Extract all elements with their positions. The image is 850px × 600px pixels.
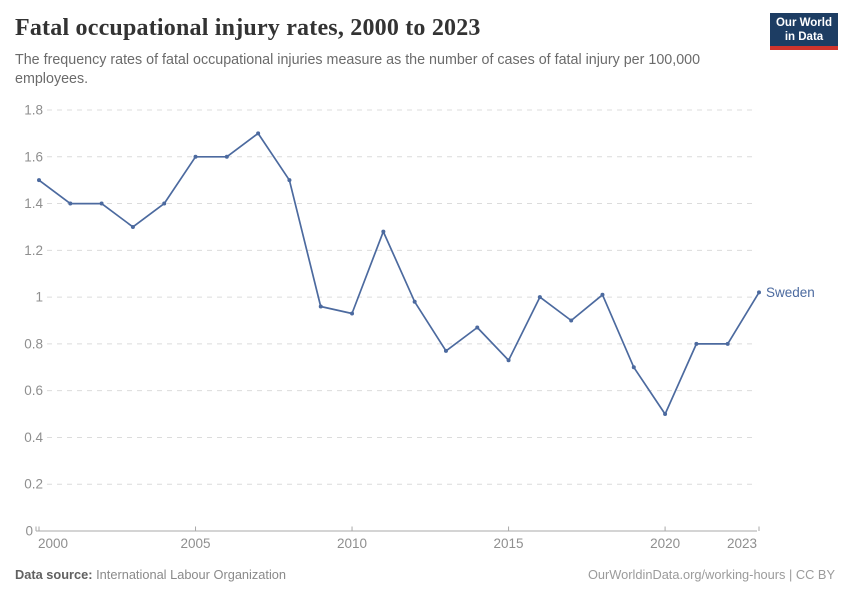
data-point[interactable] [287, 178, 292, 183]
y-axis-label: 1.8 [24, 103, 43, 118]
data-point[interactable] [631, 365, 636, 370]
owid-logo-line2: in Data [784, 31, 824, 43]
data-point[interactable] [193, 154, 198, 159]
x-axis-label: 2023 [727, 536, 757, 551]
data-point[interactable] [694, 341, 699, 346]
x-axis-label: 2020 [650, 536, 680, 551]
owid-logo-line1: Our World [775, 17, 832, 29]
chart-header: Fatal occupational injury rates, 2000 to… [15, 14, 755, 89]
data-point[interactable] [130, 224, 135, 229]
data-point[interactable] [537, 295, 542, 300]
data-source-value: International Labour Organization [96, 567, 287, 582]
y-axis-label: 1 [35, 290, 43, 305]
data-point[interactable] [318, 304, 323, 309]
series-line-sweden[interactable] [38, 132, 760, 415]
chart-title: Fatal occupational injury rates, 2000 to… [15, 15, 481, 41]
y-axis-label: 1.4 [24, 196, 43, 211]
data-point[interactable] [224, 154, 229, 159]
data-point[interactable] [99, 201, 104, 206]
chart-footer: Data source: International Labour Organi… [15, 567, 835, 583]
y-axis-label: 0.4 [24, 430, 43, 445]
data-point[interactable] [37, 178, 41, 183]
data-source-label: Data source: [15, 567, 93, 582]
data-point[interactable] [443, 348, 448, 353]
data-point[interactable] [412, 299, 417, 304]
x-axis-label: 2000 [38, 536, 68, 551]
x-axis-label: 2015 [494, 536, 524, 551]
data-point[interactable] [600, 292, 605, 297]
y-axis-label: 0.2 [24, 477, 43, 492]
y-axis-label: 0 [25, 524, 33, 539]
attribution-link[interactable]: OurWorldinData.org/working-hours | CC BY [587, 567, 835, 582]
x-axis-label: 2005 [180, 536, 210, 551]
data-point[interactable] [475, 325, 480, 330]
data-point[interactable] [350, 311, 355, 316]
entity-label[interactable]: Sweden [766, 285, 815, 300]
data-point[interactable] [725, 341, 730, 346]
data-point[interactable] [162, 201, 167, 206]
data-point[interactable] [381, 229, 386, 234]
data-point[interactable] [256, 131, 261, 136]
data-point[interactable] [68, 201, 73, 206]
owid-logo[interactable]: Our World in Data [770, 13, 838, 50]
data-point[interactable] [757, 290, 761, 295]
data-source: Data source: International Labour Organi… [15, 567, 286, 583]
chart-subtitle: The frequency rates of fatal occupationa… [15, 52, 701, 87]
y-axis-label: 1.2 [24, 243, 43, 258]
data-point[interactable] [663, 412, 668, 417]
y-axis-label: 0.6 [24, 383, 43, 398]
data-point[interactable] [569, 318, 574, 323]
y-axis-label: 0.8 [24, 336, 43, 351]
data-point[interactable] [506, 358, 511, 363]
x-axis-label: 2010 [337, 536, 367, 551]
y-axis-label: 1.6 [24, 149, 43, 164]
